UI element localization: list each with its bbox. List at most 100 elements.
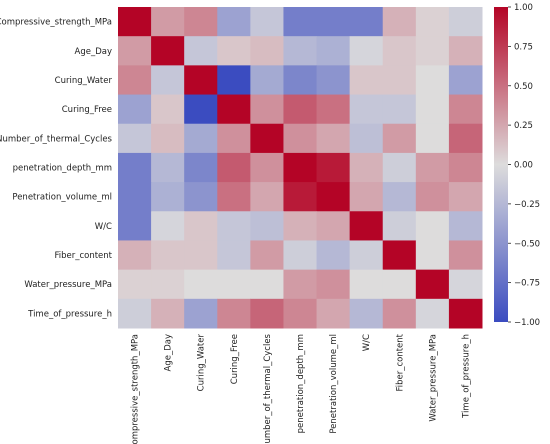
heatmap-cell <box>184 240 218 271</box>
heatmap-cell <box>184 65 218 96</box>
heatmap-cell <box>316 152 351 183</box>
heatmap-cell <box>283 182 318 212</box>
heatmap-cell <box>349 211 384 241</box>
heatmap-cell <box>217 182 251 212</box>
x-tick-label: Number_of_thermal_Cycles <box>263 333 273 444</box>
x-tick-label: Curing_Free <box>230 334 240 384</box>
heatmap-cell <box>382 7 417 37</box>
heatmap-cell <box>448 65 483 96</box>
heatmap-cell <box>382 36 417 66</box>
heatmap-cell <box>382 240 417 271</box>
heatmap-cell <box>283 269 318 300</box>
heatmap-cell <box>184 123 218 154</box>
heatmap-cell <box>382 298 417 329</box>
heatmap-cell <box>448 182 483 212</box>
heatmap-cell <box>184 211 218 241</box>
heatmap-cell <box>250 269 284 300</box>
colorbar-tick-label: 0.75 <box>514 42 533 52</box>
y-tick-label: Water_pressure_MPa <box>24 280 112 290</box>
heatmap-cell <box>382 65 417 96</box>
colorbar-tick-label: −1.00 <box>514 318 540 328</box>
colorbar-tick-label: 0.25 <box>514 121 533 131</box>
heatmap-cell <box>118 7 152 37</box>
heatmap-cell <box>382 123 417 154</box>
heatmap-cell <box>382 269 417 300</box>
heatmap-cell <box>448 211 483 241</box>
heatmap-cell <box>250 298 284 329</box>
heatmap-cell <box>316 211 351 241</box>
heatmap-cell <box>448 240 483 271</box>
heatmap-cell <box>118 211 152 241</box>
colorbar: 1.00 0.75 0.50 0.25 0.00 −0.25 −0.50 −0.75 −1.00 <box>494 3 540 328</box>
heatmap-cell <box>184 182 218 212</box>
heatmap-cell <box>316 36 351 66</box>
y-tick-label: penetration_depth_mm <box>13 164 112 174</box>
heatmap-cell <box>349 152 384 183</box>
heatmap-cell <box>118 269 152 300</box>
heatmap-cell <box>316 240 351 271</box>
heatmap-cell <box>415 298 450 329</box>
heatmap-cell <box>415 211 450 241</box>
heatmap-cell <box>349 123 384 154</box>
y-tick-label: Compressive_strength_MPa <box>0 18 112 28</box>
heatmap-cell <box>118 152 152 183</box>
y-tick-labels: Compressive_strength_MPa Age_Day Curing_Wa… <box>0 18 113 320</box>
y-tick-label: Age_Day <box>75 47 112 57</box>
heatmap-cell <box>118 123 152 154</box>
heatmap-cell <box>151 152 185 183</box>
heatmap-cell <box>250 94 284 125</box>
heatmap-cell <box>316 65 351 96</box>
heatmap-cell <box>184 36 218 66</box>
heatmap-cell <box>151 269 185 300</box>
x-tick-label: Compressive_strength_MPa <box>131 334 141 444</box>
colorbar-tick-label: 1.00 <box>514 3 533 13</box>
heatmap-cell <box>415 65 450 96</box>
heatmap-cell <box>151 65 185 96</box>
y-tick-label: Fiber_content <box>54 251 112 261</box>
colorbar-gradient <box>494 7 508 322</box>
colorbar-tick-label: 0.50 <box>514 82 533 92</box>
heatmap-cell <box>283 211 318 241</box>
heatmap-cell <box>250 36 284 66</box>
heatmap-cell <box>283 152 318 183</box>
heatmap-cell <box>184 269 218 300</box>
heatmap-cell <box>349 182 384 212</box>
heatmap-cell <box>151 123 185 154</box>
heatmap-cell <box>349 298 384 329</box>
x-tick-label: Time_of_pressure_h <box>461 334 471 419</box>
heatmap-cell <box>382 94 417 125</box>
heatmap-cell <box>283 123 318 154</box>
heatmap-cell <box>415 152 450 183</box>
heatmap-cell <box>184 298 218 329</box>
heatmap-cell <box>283 240 318 271</box>
heatmap-cell <box>217 152 251 183</box>
heatmap-cell <box>250 182 284 212</box>
heatmap-cell <box>448 36 483 66</box>
y-tick-label: Time_of_pressure_h <box>27 309 112 319</box>
heatmap-cell <box>349 269 384 300</box>
colorbar-tick-label: −0.25 <box>514 200 540 210</box>
heatmap-cell <box>118 240 152 271</box>
heatmap-cell <box>349 94 384 125</box>
heatmap-cell <box>349 240 384 271</box>
heatmap-cell <box>415 36 450 66</box>
heatmap-cell <box>415 269 450 300</box>
x-tick-label: Penetration_volume_ml <box>329 334 339 434</box>
heatmap-cell <box>184 152 218 183</box>
colorbar-tick-label: −0.50 <box>514 239 540 249</box>
heatmap-cell <box>217 298 251 329</box>
heatmap-cell <box>448 94 483 125</box>
heatmap-cell <box>448 123 483 154</box>
heatmap-cell <box>382 152 417 183</box>
heatmap-cell <box>415 94 450 125</box>
heatmap-cell <box>415 182 450 212</box>
heatmap-cell <box>283 298 318 329</box>
heatmap-cell <box>316 269 351 300</box>
y-tick-label: W/C <box>95 222 112 232</box>
heatmap-cell <box>217 123 251 154</box>
y-tick-label: Curing_Water <box>55 76 113 86</box>
heatmap-cell <box>250 240 284 271</box>
heatmap-cell <box>283 7 318 37</box>
heatmap-cell <box>217 240 251 271</box>
